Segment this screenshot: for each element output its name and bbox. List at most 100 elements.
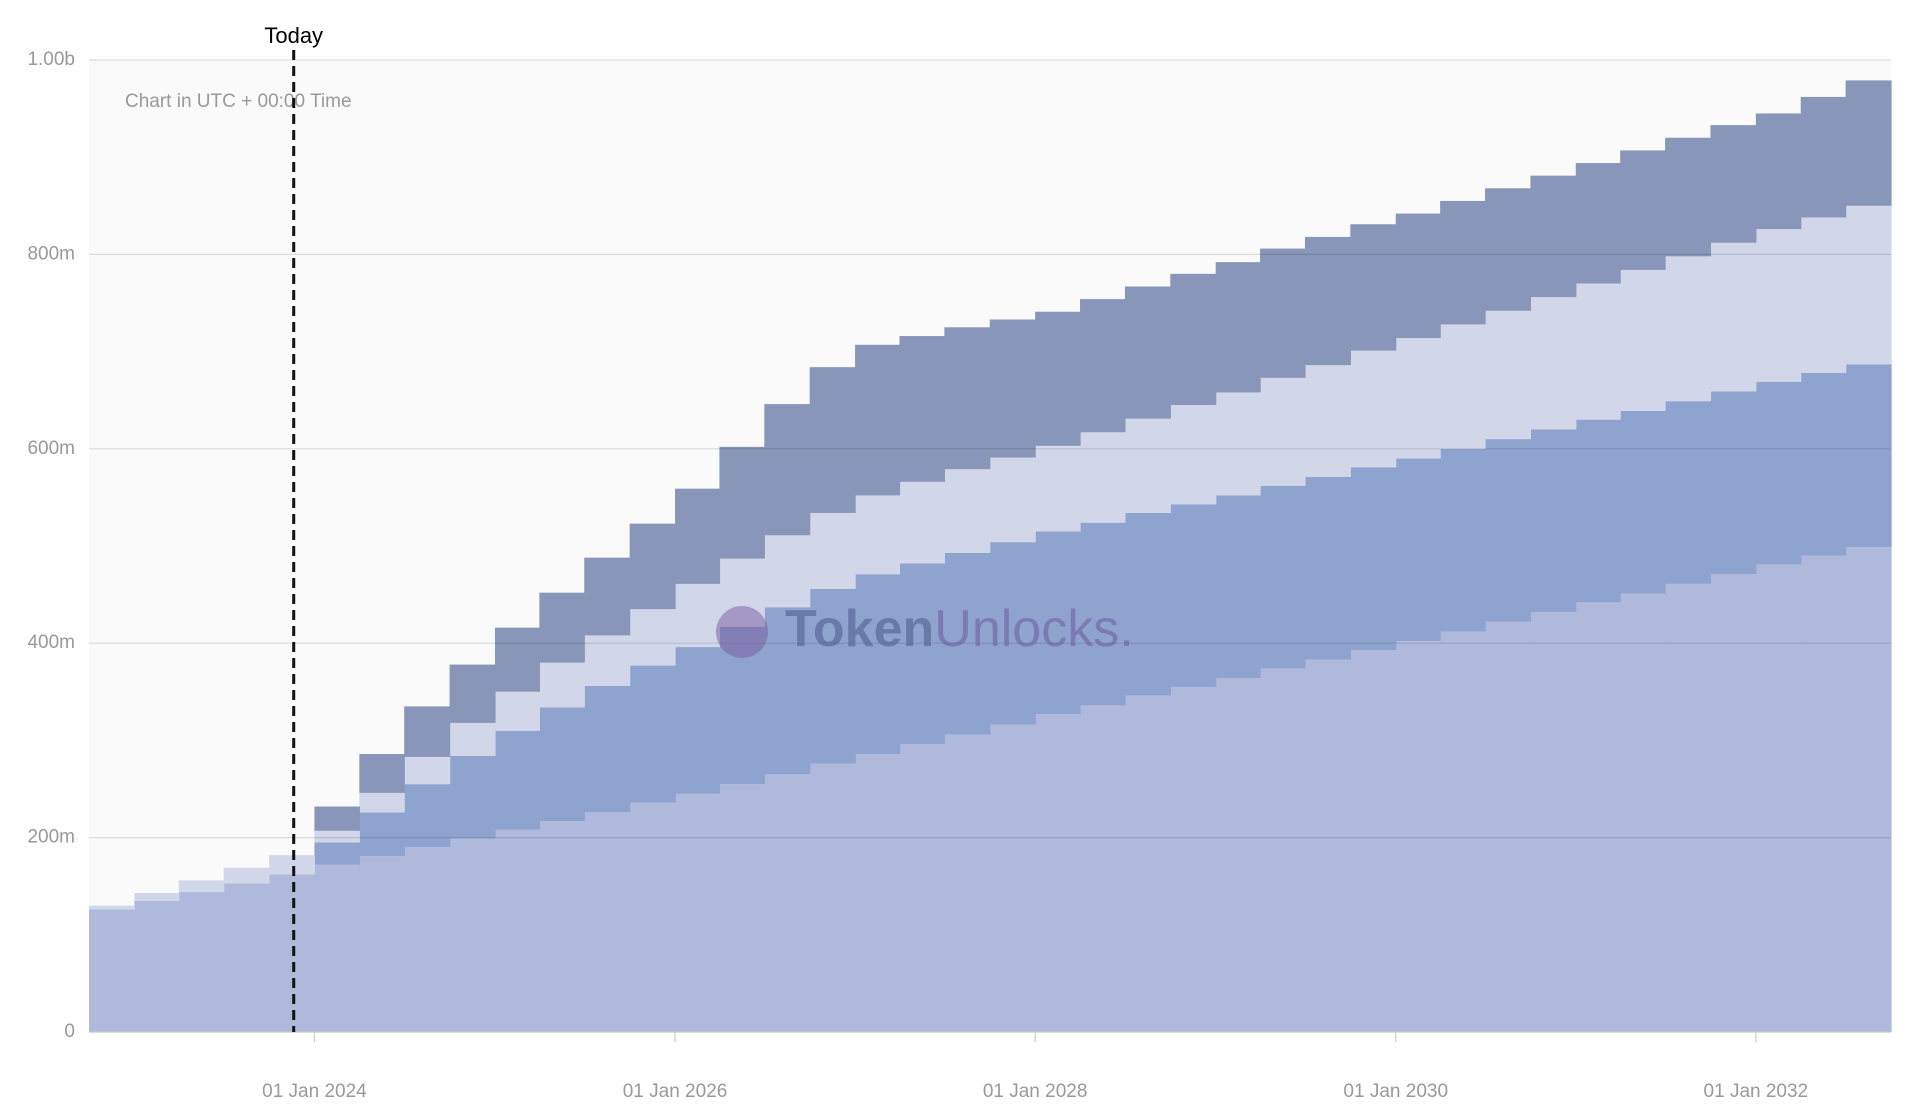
area-step bbox=[1755, 381, 1802, 565]
area-step bbox=[1080, 705, 1126, 1032]
area-step bbox=[1575, 283, 1621, 420]
watermark-part: Unlocks. bbox=[934, 600, 1133, 658]
area-step bbox=[1395, 337, 1441, 459]
x-tick-label: 01 Jan 2024 bbox=[262, 1081, 367, 1102]
area-step bbox=[1710, 242, 1757, 392]
area-step bbox=[178, 880, 225, 893]
area-step bbox=[855, 754, 901, 1032]
area-step bbox=[89, 909, 135, 1032]
area-step bbox=[1845, 364, 1892, 547]
area-step bbox=[899, 563, 945, 745]
area-step bbox=[989, 319, 1036, 458]
area-step bbox=[1845, 546, 1892, 1032]
area-step bbox=[1080, 299, 1126, 433]
area-step bbox=[1440, 631, 1486, 1032]
today-label: Today bbox=[264, 23, 323, 48]
area-step bbox=[269, 874, 316, 1032]
area-step bbox=[449, 664, 496, 723]
area-step bbox=[809, 512, 856, 589]
area-step bbox=[584, 557, 631, 636]
area-step bbox=[719, 446, 765, 559]
area-step bbox=[494, 829, 540, 1032]
area-step bbox=[675, 793, 721, 1032]
area-step bbox=[269, 855, 316, 875]
area-step bbox=[1350, 350, 1397, 468]
area-step bbox=[629, 609, 676, 666]
area-step bbox=[855, 344, 901, 496]
area-step bbox=[1170, 504, 1217, 687]
area-step bbox=[1800, 555, 1847, 1032]
area-step bbox=[1304, 365, 1351, 477]
area-step bbox=[1215, 678, 1261, 1032]
area-step bbox=[1035, 531, 1081, 715]
area-step bbox=[1755, 113, 1802, 230]
area-step bbox=[1260, 377, 1306, 486]
area-step bbox=[539, 592, 585, 663]
area-step bbox=[1035, 714, 1081, 1032]
area-step bbox=[899, 336, 945, 482]
area-step bbox=[809, 588, 856, 764]
x-tick-label: 01 Jan 2030 bbox=[1343, 1081, 1448, 1102]
area-step bbox=[675, 647, 721, 794]
area-step bbox=[1755, 229, 1802, 382]
area-step bbox=[1080, 522, 1126, 706]
area-step bbox=[1440, 324, 1486, 449]
area-step bbox=[494, 691, 540, 731]
area-step bbox=[764, 404, 811, 536]
area-step bbox=[1215, 495, 1261, 679]
area-step bbox=[675, 488, 721, 584]
area-step bbox=[629, 523, 676, 610]
area-step bbox=[1485, 439, 1532, 622]
area-step bbox=[1170, 405, 1217, 505]
area-step bbox=[1530, 297, 1577, 430]
area-step bbox=[1124, 512, 1171, 696]
area-step bbox=[1620, 269, 1666, 411]
area-step bbox=[359, 812, 405, 857]
area-step bbox=[223, 867, 270, 884]
area-step bbox=[359, 856, 405, 1032]
area-step bbox=[1620, 150, 1666, 270]
area-step bbox=[989, 457, 1036, 543]
area-step bbox=[1260, 485, 1306, 669]
area-step bbox=[1755, 564, 1802, 1032]
area-step bbox=[1575, 602, 1621, 1032]
area-step bbox=[359, 754, 405, 793]
area-step bbox=[1530, 175, 1577, 298]
y-tick-label: 0 bbox=[64, 1021, 75, 1042]
area-step bbox=[1170, 686, 1217, 1032]
area-step bbox=[314, 842, 360, 865]
area-step bbox=[1124, 695, 1171, 1032]
area-step bbox=[1620, 410, 1666, 594]
area-step bbox=[764, 535, 811, 608]
area-step bbox=[1350, 650, 1397, 1032]
area-step bbox=[314, 806, 360, 831]
x-tick-label: 01 Jan 2026 bbox=[623, 1081, 728, 1102]
area-step bbox=[1845, 205, 1892, 365]
area-step bbox=[855, 495, 901, 575]
area-step bbox=[1485, 188, 1532, 311]
area-step bbox=[404, 756, 451, 785]
area-step bbox=[449, 755, 496, 839]
x-tick-label: 01 Jan 2028 bbox=[983, 1081, 1088, 1102]
area-step bbox=[855, 574, 901, 755]
area-step bbox=[1304, 659, 1351, 1032]
y-tick-label: 1.00b bbox=[27, 49, 75, 70]
area-step bbox=[223, 883, 270, 1032]
y-tick-label: 800m bbox=[27, 243, 75, 264]
area-step bbox=[1170, 273, 1217, 406]
area-step bbox=[1035, 311, 1081, 446]
area-step bbox=[539, 821, 585, 1032]
area-step bbox=[629, 802, 676, 1032]
area-step bbox=[1575, 419, 1621, 603]
area-step bbox=[899, 744, 945, 1032]
area-step bbox=[1800, 217, 1847, 373]
area-step bbox=[494, 627, 540, 692]
watermark: TokenUnlocks. bbox=[785, 600, 1134, 658]
area-step bbox=[944, 734, 991, 1032]
area-step bbox=[584, 812, 631, 1032]
area-step bbox=[89, 905, 135, 910]
area-step bbox=[675, 583, 721, 648]
area-step bbox=[944, 327, 991, 470]
area-step bbox=[1260, 248, 1306, 378]
area-step bbox=[1035, 445, 1081, 532]
